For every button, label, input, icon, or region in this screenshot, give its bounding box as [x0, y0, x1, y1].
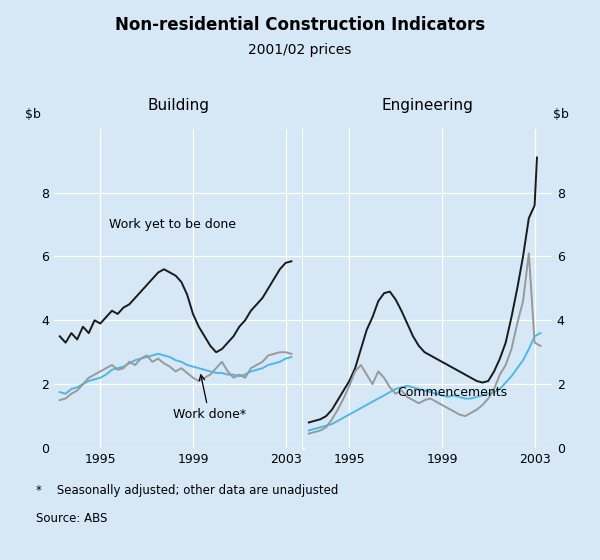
Text: 2001/02 prices: 2001/02 prices: [248, 44, 352, 58]
Text: $b: $b: [553, 108, 569, 122]
Text: Commencements: Commencements: [398, 386, 508, 399]
Text: Work yet to be done: Work yet to be done: [109, 218, 236, 231]
Text: *    Seasonally adjusted; other data are unadjusted: * Seasonally adjusted; other data are un…: [36, 484, 338, 497]
Text: Work done*: Work done*: [173, 375, 246, 421]
Text: Non-residential Construction Indicators: Non-residential Construction Indicators: [115, 16, 485, 34]
Text: Building: Building: [148, 98, 209, 113]
Text: $b: $b: [25, 108, 41, 122]
Text: Engineering: Engineering: [382, 98, 473, 113]
Text: Source: ABS: Source: ABS: [36, 512, 107, 525]
